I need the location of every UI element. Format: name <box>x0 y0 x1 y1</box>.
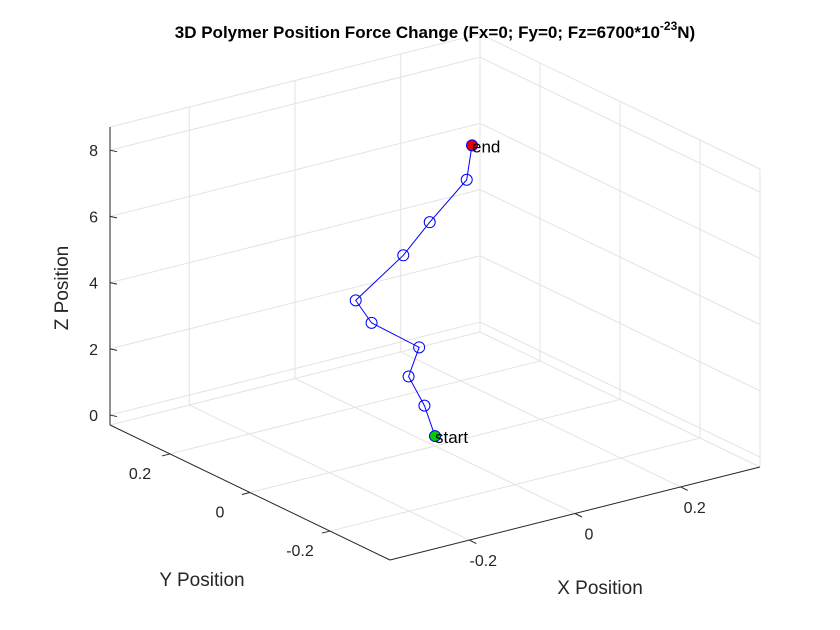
z-tick-mark <box>109 348 118 351</box>
z-tick-label: 8 <box>89 143 98 160</box>
polymer-line <box>355 145 473 437</box>
polymer-node-marker <box>413 341 426 354</box>
z-grid-back <box>109 321 481 416</box>
polymer-node-marker <box>460 173 473 186</box>
end-point-marker <box>466 139 478 152</box>
z-tick-label: 4 <box>89 276 98 293</box>
z-grid-back <box>109 255 481 350</box>
y-grid-floor <box>169 360 541 455</box>
x-tick-mark <box>680 486 688 491</box>
polymer-series <box>349 139 478 443</box>
z-tick-label: 2 <box>89 342 98 359</box>
x-axis-label: X Position <box>557 578 643 599</box>
z-tick-mark <box>109 215 118 219</box>
z-grid-back <box>109 122 481 217</box>
chart-title: 3D Polymer Position Force Change (Fx=0; … <box>175 19 695 42</box>
z-tick-label: 6 <box>89 209 98 226</box>
z-tick-mark <box>109 414 118 418</box>
z-tick-label: 0 <box>89 408 98 425</box>
z-grid-side <box>479 321 761 458</box>
y-tick-mark <box>241 492 251 495</box>
annotations: start end <box>435 137 500 447</box>
y-grid-floor <box>329 437 701 532</box>
z-tick-mark <box>109 149 118 153</box>
y-tick-label: 0.2 <box>129 466 151 483</box>
y-tick-label: -0.2 <box>286 543 314 560</box>
z-axis-label: Z Position <box>52 246 73 330</box>
z-grid-side <box>479 122 761 259</box>
axes-box <box>109 127 761 561</box>
x-tick-label: 0.2 <box>684 500 706 517</box>
y-tick-label: 0 <box>216 505 225 522</box>
x-tick-label: -0.2 <box>469 553 497 570</box>
y-tick-mark <box>321 530 331 534</box>
start-label: start <box>435 428 468 447</box>
z-grid-side <box>479 56 761 193</box>
polymer-node-marker <box>397 249 410 262</box>
y-axis-label: Y Position <box>159 570 244 591</box>
z-tick-mark <box>109 282 118 285</box>
x-tick-mark <box>574 513 583 518</box>
polymer-node-marker <box>349 294 362 307</box>
tick-labels: -0.2 0 0.2 -0.2 0 0.2 0 2 4 6 8 <box>89 143 706 570</box>
end-label: end <box>472 137 500 156</box>
x-tick-mark <box>469 539 477 545</box>
polymer-node-marker <box>402 370 415 383</box>
grid-lines <box>109 33 761 541</box>
z-grid-back <box>109 189 481 284</box>
polymer-node-marker <box>418 399 431 412</box>
z-grid-side <box>479 189 761 326</box>
start-point-marker <box>429 430 441 443</box>
x-tick-label: 0 <box>585 527 594 544</box>
z-grid-side <box>479 255 761 392</box>
polymer-node-marker <box>365 316 378 329</box>
y-tick-mark <box>161 453 171 457</box>
z-grid-back <box>109 56 481 151</box>
y-grid-floor <box>249 399 621 493</box>
polymer-node-marker <box>423 216 436 229</box>
